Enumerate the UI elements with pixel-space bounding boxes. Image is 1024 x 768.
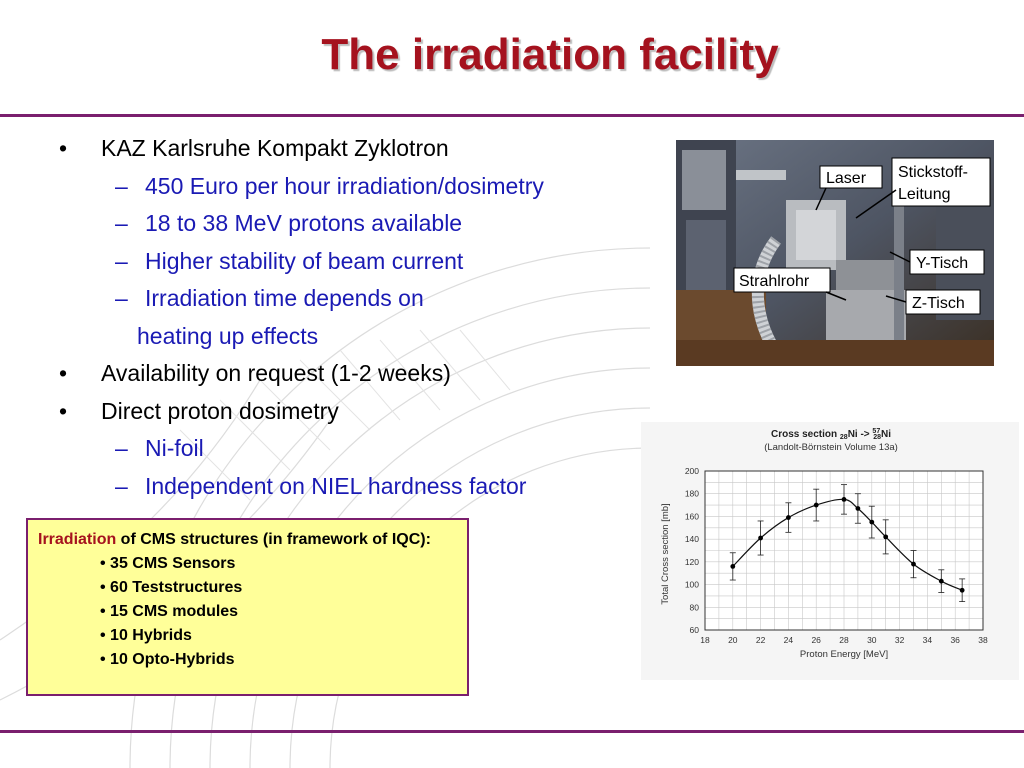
chart-y-tick-label: 60: [690, 625, 700, 635]
bullet-item: Availability on request (1-2 weeks): [55, 355, 655, 393]
photo-label-strahlrohr: Strahlrohr: [739, 273, 810, 290]
chart-x-tick-label: 28: [839, 635, 849, 645]
chart-data-point: [786, 515, 791, 520]
info-box-item: • 15 CMS modules: [100, 603, 239, 620]
info-box-item: • 10 Opto-Hybrids: [100, 651, 235, 668]
chart-y-tick-label: 100: [685, 580, 699, 590]
chart-x-tick-label: 32: [895, 635, 905, 645]
chart-title: Cross section 28Ni -> 57 28Ni: [771, 428, 891, 441]
chart-x-tick-label: 36: [950, 635, 960, 645]
top-divider: [0, 114, 1024, 117]
chart-y-tick-label: 180: [685, 489, 699, 499]
chart-data-point: [869, 519, 875, 525]
photo-label-stickstoff: Stickstoff-: [898, 164, 968, 181]
chart-y-tick-label: 120: [685, 557, 699, 567]
chart-data-point: [959, 587, 965, 593]
photo-label-leitung: Leitung: [898, 186, 951, 203]
sub-bullet-item: 18 to 38 MeV protons available: [55, 205, 655, 243]
bullet-item: KAZ Karlsruhe Kompakt Zyklotron: [55, 130, 655, 168]
info-box-item: • 60 Teststructures: [100, 579, 243, 596]
sub-bullet-item: Independent on NIEL hardness factor: [55, 468, 655, 506]
info-box-item: • 10 Hybrids: [100, 627, 192, 644]
info-box-lead: of CMS structures (in framework of IQC):: [116, 531, 431, 548]
chart-y-tick-label: 140: [685, 534, 699, 544]
chart-x-tick-label: 22: [756, 635, 766, 645]
chart-data-point: [730, 564, 736, 569]
sub-bullet-continuation: heating up effects: [137, 322, 319, 349]
chart-y-tick-label: 200: [685, 466, 699, 476]
chart-plot-frame: [704, 470, 984, 631]
chart-y-tick-label: 160: [685, 511, 699, 521]
info-box-heading: Irradiation of CMS structures (in framew…: [38, 528, 457, 552]
chart-data-point: [883, 534, 889, 540]
bullet-list: KAZ Karlsruhe Kompakt Zyklotron 450 Euro…: [55, 130, 655, 505]
bottom-divider: [0, 730, 1024, 733]
photo-label-z-tisch: Z-Tisch: [912, 295, 965, 312]
sub-bullet-item: 450 Euro per hour irradiation/dosimetry: [55, 168, 655, 206]
chart-x-tick-label: 18: [700, 635, 710, 645]
chart-x-tick-label: 26: [811, 635, 821, 645]
info-box-highlight: Irradiation: [38, 531, 117, 548]
chart-x-tick-label: 38: [978, 635, 988, 645]
chart-data-point: [938, 578, 944, 584]
chart-data-point: [813, 502, 819, 508]
chart-x-tick-label: 34: [923, 635, 933, 645]
bullet-item: Direct proton dosimetry: [55, 393, 655, 431]
chart-data-point: [911, 561, 916, 567]
photo-label-laser: Laser: [826, 170, 867, 187]
info-box-item: • 35 CMS Sensors: [100, 555, 236, 572]
sub-bullet-item: Irradiation time depends on: [55, 280, 655, 318]
chart-subtitle: (Landolt-Börnstein Volume 13a): [764, 442, 898, 453]
chart-x-tick-label: 24: [784, 635, 794, 645]
chart-y-axis-label: Total Cross section [mb]: [660, 503, 671, 604]
chart-x-axis-label: Proton Energy [MeV]: [800, 649, 888, 660]
sub-bullet-item: Higher stability of beam current: [55, 243, 655, 281]
facility-photo: Laser Stickstoff- Leitung Strahlrohr Y-T…: [676, 140, 994, 366]
irradiation-info-box: Irradiation of CMS structures (in framew…: [26, 518, 469, 696]
chart-x-tick-label: 20: [728, 635, 738, 645]
chart-x-tick-label: 30: [867, 635, 877, 645]
chart-data-point: [758, 535, 763, 541]
chart-data-point: [841, 496, 847, 502]
chart-y-tick-label: 80: [690, 602, 700, 612]
slide-title: The irradiation facility: [321, 30, 779, 79]
chart-data-point: [855, 506, 861, 511]
cross-section-chart: Cross section 28Ni -> 57 28Ni (Landolt-Bö…: [641, 422, 1019, 680]
sub-bullet-item: Ni-foil: [55, 430, 655, 468]
photo-label-y-tisch: Y-Tisch: [916, 255, 968, 272]
